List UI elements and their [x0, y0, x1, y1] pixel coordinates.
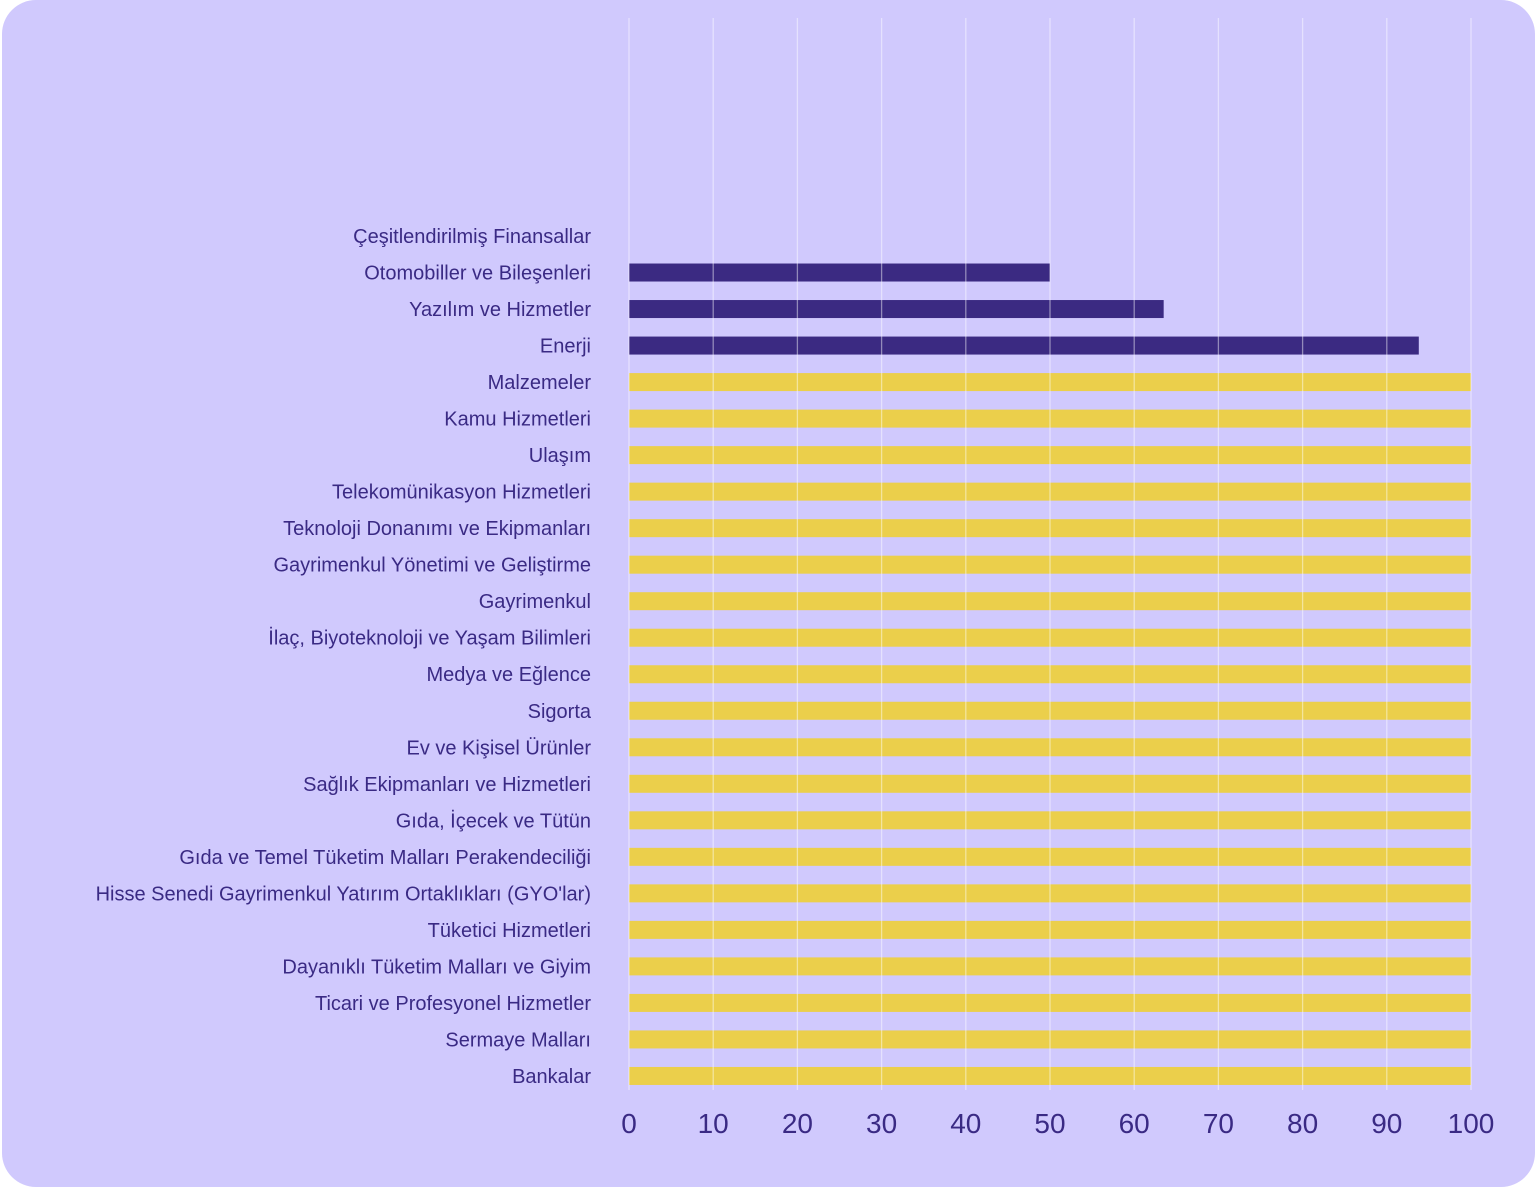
category-label: Ev ve Kişisel Ürünler — [406, 737, 591, 759]
category-label: Telekomünikasyon Hizmetleri — [332, 482, 591, 504]
bar — [629, 446, 1471, 465]
category-label: Ulaşım — [529, 445, 591, 467]
category-label: Kamu Hizmetleri — [444, 409, 591, 431]
x-tick-label: 40 — [950, 1108, 981, 1139]
category-label: Gıda ve Temel Tüketim Malları Perakendec… — [179, 847, 591, 869]
bar — [629, 701, 1471, 720]
bar — [629, 1030, 1471, 1049]
x-tick-label: 0 — [621, 1108, 637, 1139]
bar — [629, 628, 1471, 647]
category-label: Yazılım ve Hizmetler — [409, 299, 591, 321]
category-label: Hisse Senedi Gayrimenkul Yatırım Ortaklı… — [96, 883, 591, 905]
category-label: Sigorta — [528, 701, 592, 723]
bar — [629, 920, 1471, 939]
bar — [629, 482, 1471, 501]
category-label: Tüketici Hizmetleri — [428, 920, 591, 942]
x-tick-label: 30 — [866, 1108, 897, 1139]
category-label: İlaç, Biyoteknoloji ve Yaşam Bilimleri — [268, 627, 591, 650]
category-label: Sermaye Malları — [445, 1029, 591, 1051]
category-label: Otomobiller ve Bileşenleri — [364, 263, 591, 285]
category-label: Gayrimenkul Yönetimi ve Geliştirme — [273, 555, 591, 577]
bar — [629, 665, 1471, 684]
category-label: Malzemeler — [488, 372, 592, 394]
category-label: Dayanıklı Tüketim Malları ve Giyim — [282, 956, 591, 978]
x-tick-label: 100 — [1448, 1108, 1495, 1139]
category-label: Çeşitlendirilmiş Finansallar — [353, 226, 591, 248]
bar — [629, 263, 1050, 282]
x-tick-label: 90 — [1371, 1108, 1402, 1139]
bar — [629, 336, 1419, 355]
x-tick-label: 20 — [782, 1108, 813, 1139]
x-tick-label: 60 — [1119, 1108, 1150, 1139]
category-label: Sağlık Ekipmanları ve Hizmetleri — [303, 774, 591, 796]
bar — [629, 409, 1471, 428]
category-label: Gıda, İçecek ve Tütün — [396, 809, 591, 832]
bar — [629, 884, 1471, 903]
bar — [629, 738, 1471, 757]
category-label: Ticari ve Profesyonel Hizmetler — [315, 993, 591, 1015]
bar — [629, 300, 1164, 319]
bar — [629, 373, 1471, 392]
category-label: Teknoloji Donanımı ve Ekipmanları — [283, 518, 591, 540]
bar — [629, 811, 1471, 830]
category-label: Bankalar — [512, 1066, 591, 1088]
category-label: Medya ve Eğlence — [426, 664, 591, 686]
bar — [629, 774, 1471, 793]
bar — [629, 957, 1471, 976]
bar — [629, 847, 1471, 866]
x-tick-label: 10 — [698, 1108, 729, 1139]
x-tick-label: 80 — [1287, 1108, 1318, 1139]
category-label: Gayrimenkul — [479, 591, 591, 613]
bar — [629, 1066, 1471, 1085]
category-label: Enerji — [540, 336, 591, 358]
bar — [629, 519, 1471, 538]
bar — [629, 993, 1471, 1012]
x-tick-label: 50 — [1034, 1108, 1065, 1139]
x-tick-label: 70 — [1203, 1108, 1234, 1139]
bar — [629, 592, 1471, 611]
bar — [629, 555, 1471, 574]
